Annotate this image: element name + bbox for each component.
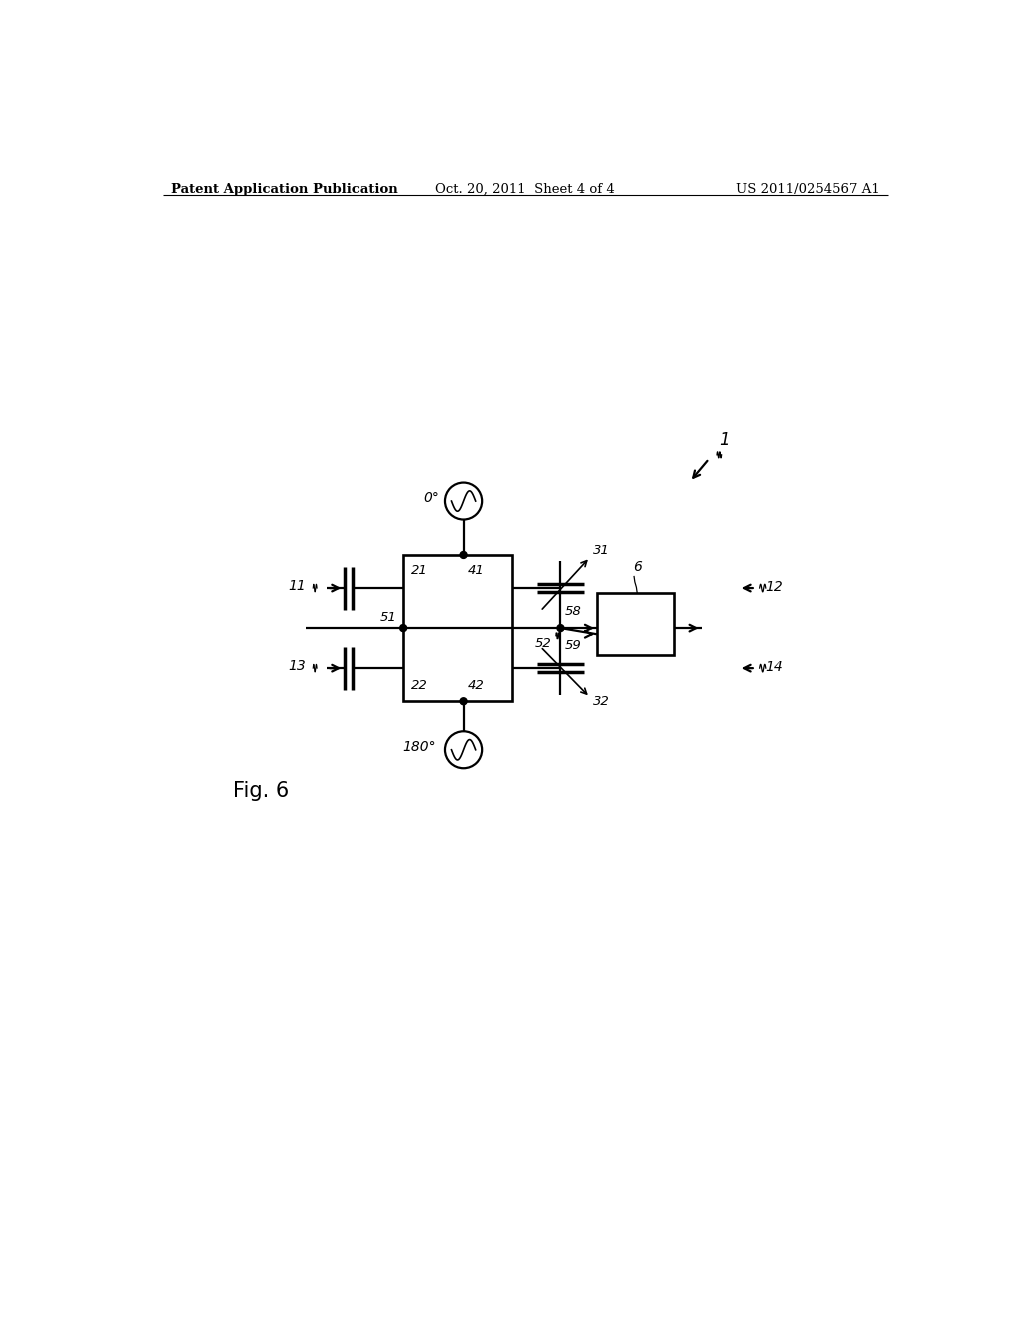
Text: 51: 51 — [380, 611, 397, 624]
Text: Fig. 6: Fig. 6 — [232, 781, 289, 801]
Text: 13: 13 — [289, 659, 306, 673]
Text: 12: 12 — [765, 579, 782, 594]
Bar — [403, 554, 512, 701]
Text: 21: 21 — [411, 564, 428, 577]
Text: Oct. 20, 2011  Sheet 4 of 4: Oct. 20, 2011 Sheet 4 of 4 — [435, 183, 614, 197]
Text: 41: 41 — [468, 564, 485, 577]
Text: Patent Application Publication: Patent Application Publication — [171, 183, 397, 197]
Text: 6: 6 — [633, 560, 642, 574]
Text: 31: 31 — [593, 544, 609, 557]
Text: US 2011/0254567 A1: US 2011/0254567 A1 — [736, 183, 880, 197]
Bar — [597, 594, 675, 655]
Text: 11: 11 — [289, 578, 306, 593]
Text: 32: 32 — [593, 696, 609, 708]
Text: 14: 14 — [765, 660, 782, 673]
Text: 0°: 0° — [423, 491, 438, 506]
Text: 52: 52 — [535, 638, 551, 651]
Text: 59: 59 — [565, 639, 582, 652]
Circle shape — [557, 624, 564, 631]
Circle shape — [399, 624, 407, 631]
Text: 42: 42 — [468, 678, 485, 692]
Text: 58: 58 — [565, 605, 582, 618]
Text: 180°: 180° — [402, 739, 436, 754]
Circle shape — [460, 698, 467, 705]
Circle shape — [460, 552, 467, 558]
Text: 1: 1 — [719, 430, 730, 449]
Text: 22: 22 — [411, 678, 428, 692]
